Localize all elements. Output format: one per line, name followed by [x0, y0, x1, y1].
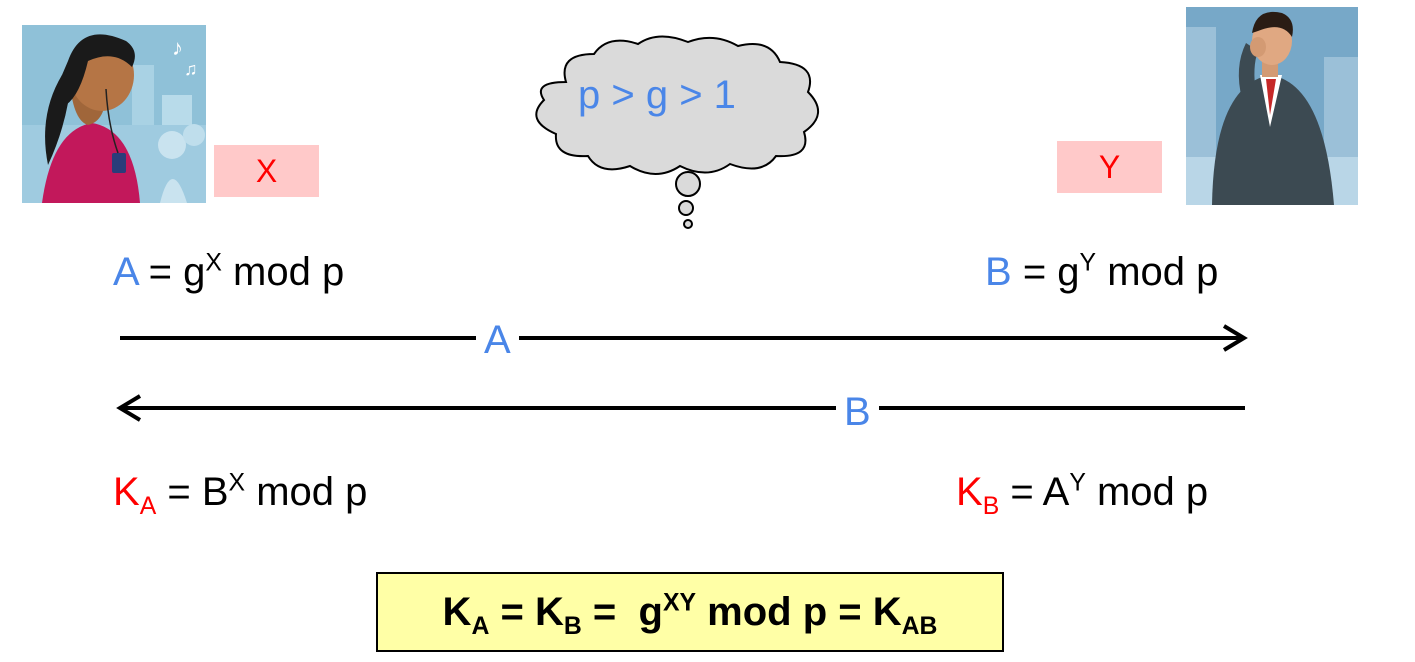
arrowhead-right-icon — [1222, 324, 1248, 352]
secret-x-label: X — [255, 152, 278, 189]
var-a: A — [113, 250, 138, 294]
secret-y-box: Y — [1057, 141, 1162, 193]
svg-text:♫: ♫ — [184, 59, 198, 79]
shared-key-right: KB = AY mod p — [956, 469, 1209, 520]
secret-y-label: Y — [1098, 148, 1121, 185]
shared-key-left: KA = BX mod p — [113, 469, 368, 520]
shared-secret-result: KA = KB = gXY mod p = KAB — [376, 572, 1004, 652]
public-value-left: A = gX mod p — [113, 249, 345, 294]
message-a-label: A — [476, 320, 519, 360]
secret-x-box: X — [214, 145, 319, 197]
var-b: B — [985, 250, 1012, 294]
arrowhead-left-icon — [116, 394, 142, 422]
svg-text:♪: ♪ — [172, 35, 183, 60]
businessman-illustration — [1186, 7, 1358, 205]
message-b-label: B — [836, 392, 879, 432]
cloud-text: p > g > 1 — [578, 73, 736, 117]
thought-cloud — [535, 35, 819, 229]
public-value-right: B = gY mod p — [985, 249, 1219, 294]
woman-illustration: ♪ ♫ — [22, 25, 206, 203]
